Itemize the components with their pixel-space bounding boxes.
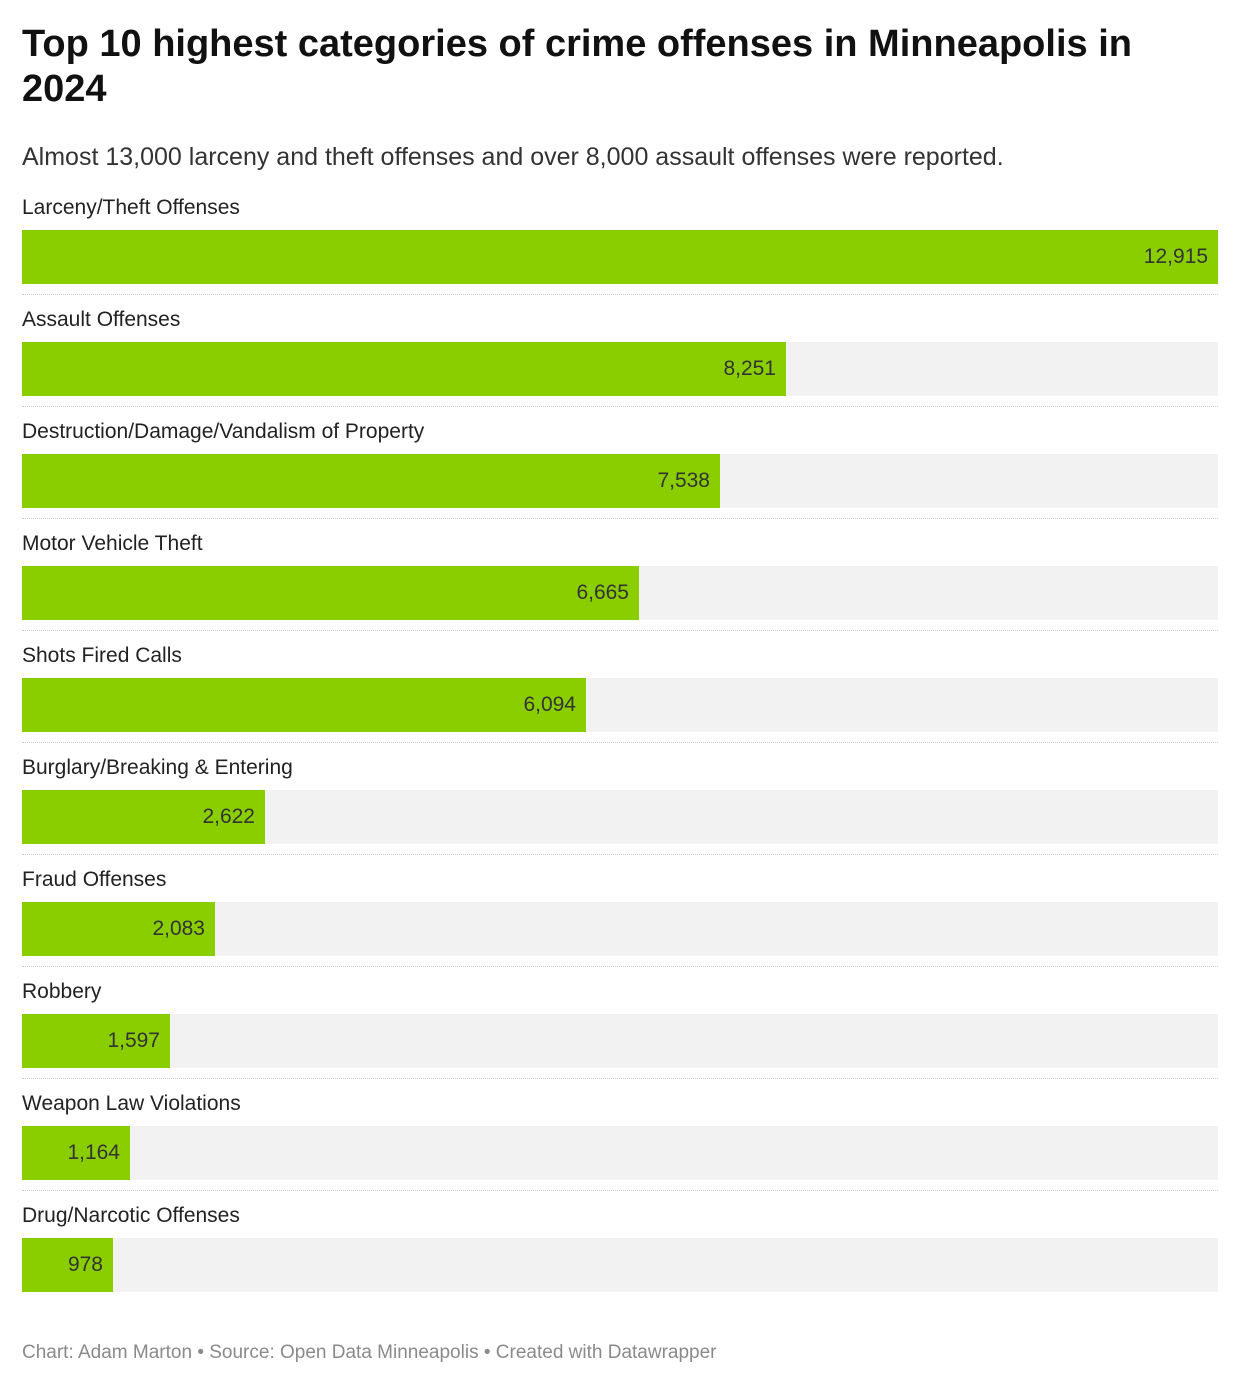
bar-row: Burglary/Breaking & Entering 2,622 [22,748,1218,860]
bar: 6,665 [22,566,639,620]
value-label: 7,538 [657,469,710,492]
bar-track: 6,665 [22,566,1218,620]
row-separator [22,742,1218,743]
category-label: Motor Vehicle Theft [22,532,203,555]
value-label: 1,597 [107,1029,160,1052]
row-separator [22,294,1218,295]
bar-track: 12,915 [22,230,1218,284]
row-separator [22,854,1218,855]
bar: 6,094 [22,678,586,732]
value-label: 978 [67,1253,103,1276]
value-label: 1,164 [67,1141,120,1164]
bar-track: 1,597 [22,1014,1218,1068]
bar: 1,597 [22,1014,170,1068]
bar: 12,915 [22,230,1218,284]
value-label: 2,083 [152,917,205,940]
footer-separator: • [197,1342,204,1363]
category-label: Burglary/Breaking & Entering [22,756,293,779]
category-label: Drug/Narcotic Offenses [22,1204,240,1227]
bar-row: Assault Offenses 8,251 [22,300,1218,412]
category-label: Larceny/Theft Offenses [22,196,240,219]
chart-footer: Chart: Adam Marton • Source: Open Data M… [22,1340,717,1366]
row-separator [22,518,1218,519]
value-label: 8,251 [723,357,776,380]
bar-track: 978 [22,1238,1218,1292]
bar: 2,083 [22,902,215,956]
bar-row: Fraud Offenses 2,083 [22,860,1218,972]
row-separator [22,1078,1218,1079]
bar-track: 2,622 [22,790,1218,844]
bar-row: Robbery 1,597 [22,972,1218,1084]
bar: 978 [22,1238,113,1292]
chart-source: Source: Open Data Minneapolis [209,1342,479,1363]
category-label: Shots Fired Calls [22,644,182,667]
bar-row: Motor Vehicle Theft 6,665 [22,524,1218,636]
bar-row: Drug/Narcotic Offenses 978 [22,1196,1218,1308]
value-label: 12,915 [1143,245,1208,268]
bar: 1,164 [22,1126,130,1180]
bar-track: 2,083 [22,902,1218,956]
value-label: 6,665 [576,581,629,604]
value-label: 2,622 [202,805,255,828]
bar-chart: Larceny/Theft Offenses 12,915 Assault Offe… [22,188,1218,1308]
category-label: Assault Offenses [22,308,181,331]
bar-track: 8,251 [22,342,1218,396]
row-separator [22,966,1218,967]
bar-track: 7,538 [22,454,1218,508]
bar-row: Destruction/Damage/Vandalism of Property… [22,412,1218,524]
bar-row: Larceny/Theft Offenses 12,915 [22,188,1218,300]
category-label: Robbery [22,980,102,1003]
bar: 7,538 [22,454,720,508]
bar: 8,251 [22,342,786,396]
category-label: Fraud Offenses [22,868,167,891]
bar: 2,622 [22,790,265,844]
bar-row: Weapon Law Violations 1,164 [22,1084,1218,1196]
chart-subtitle: Almost 13,000 larceny and theft offenses… [22,143,1004,171]
row-separator [22,406,1218,407]
bar-row: Shots Fired Calls 6,094 [22,636,1218,748]
created-with: Created with Datawrapper [495,1342,717,1363]
footer-separator: • [483,1342,491,1363]
bar-track: 1,164 [22,1126,1218,1180]
category-label: Weapon Law Violations [22,1092,241,1115]
chart-title: Top 10 highest categories of crime offen… [22,23,1132,110]
value-label: 6,094 [523,693,576,716]
category-label: Destruction/Damage/Vandalism of Property [22,420,425,443]
chart-credit: Chart: Adam Marton [22,1342,193,1363]
bar-track: 6,094 [22,678,1218,732]
row-separator [22,1190,1218,1191]
row-separator [22,630,1218,631]
